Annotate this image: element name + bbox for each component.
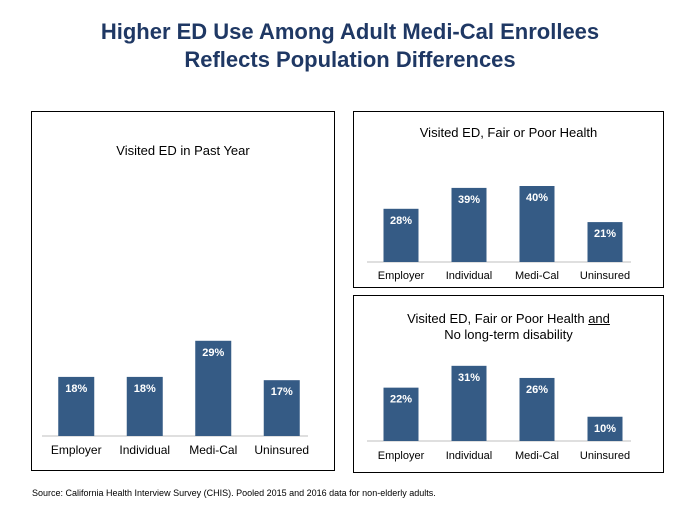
bar [519,377,555,441]
bar [451,365,487,441]
category-label: Employer [378,270,425,282]
chart-title-underlined-word: and [588,311,610,326]
chart-panel-visited-ed: Visited ED in Past Year 18% Employer 18% In… [31,111,335,471]
chart-title-part-1: Visited ED, Fair or Poor Health [407,311,589,326]
bar [263,380,300,436]
data-label: 40% [526,192,548,204]
data-label: 18% [134,383,156,395]
category-label: Uninsured [254,443,309,457]
bar [383,208,419,262]
category-label: Employer [378,450,425,462]
data-label: 10% [594,423,616,435]
bar [451,187,487,262]
chart-title: Visited ED, Fair or Poor Health [419,125,598,140]
data-label: 26% [526,384,548,396]
bar-chart-no-disability: 22% Employer 31% Individual 26% Medi-Cal 10% Un… [367,365,631,462]
chart-title: Visited ED in Past Year [116,143,250,158]
category-label: Medi-Cal [189,443,237,457]
data-label: 18% [65,383,87,395]
data-label: 31% [458,372,480,384]
chart-title: Visited ED, Fair or Poor Health and No l… [354,311,663,343]
data-label: 39% [458,194,480,206]
category-label: Individual [119,443,170,457]
data-label: 21% [594,228,616,240]
bar [587,416,623,441]
category-label: Medi-Cal [515,270,559,282]
category-label: Medi-Cal [515,450,559,462]
data-label: 29% [202,347,224,359]
data-label: 28% [390,215,412,227]
chart-panel-no-disability: Visited ED, Fair or Poor Health and No l… [353,295,664,473]
bar [587,222,623,262]
page-title-line-1: Higher ED Use Among Adult Medi-Cal Enrol… [100,19,600,44]
data-label: 17% [271,386,293,398]
bar-chart-fair-poor-health: 28% Employer 39% Individual 40% Medi-Cal 21% Un… [367,186,631,282]
bar [383,387,419,441]
bar-chart-visited-ed: 18% Employer 18% Individual 29% Medi-Cal 17% Un… [42,340,309,457]
category-label: Individual [446,270,492,282]
bar [58,376,95,436]
data-label: 22% [390,394,412,406]
bar [519,186,555,262]
category-label: Uninsured [580,270,630,282]
bar [126,376,163,436]
category-label: Employer [51,443,102,457]
page-title-line-2: Reflects Population Differences [184,47,516,72]
chart-title-part-2: No long-term disability [444,327,573,342]
category-label: Individual [446,450,492,462]
bar [195,340,232,436]
source-note: Source: California Health Interview Surv… [32,488,436,498]
chart-panel-fair-poor-health: Visited ED, Fair or Poor Health 28% Emplo… [353,111,664,288]
category-label: Uninsured [580,450,630,462]
